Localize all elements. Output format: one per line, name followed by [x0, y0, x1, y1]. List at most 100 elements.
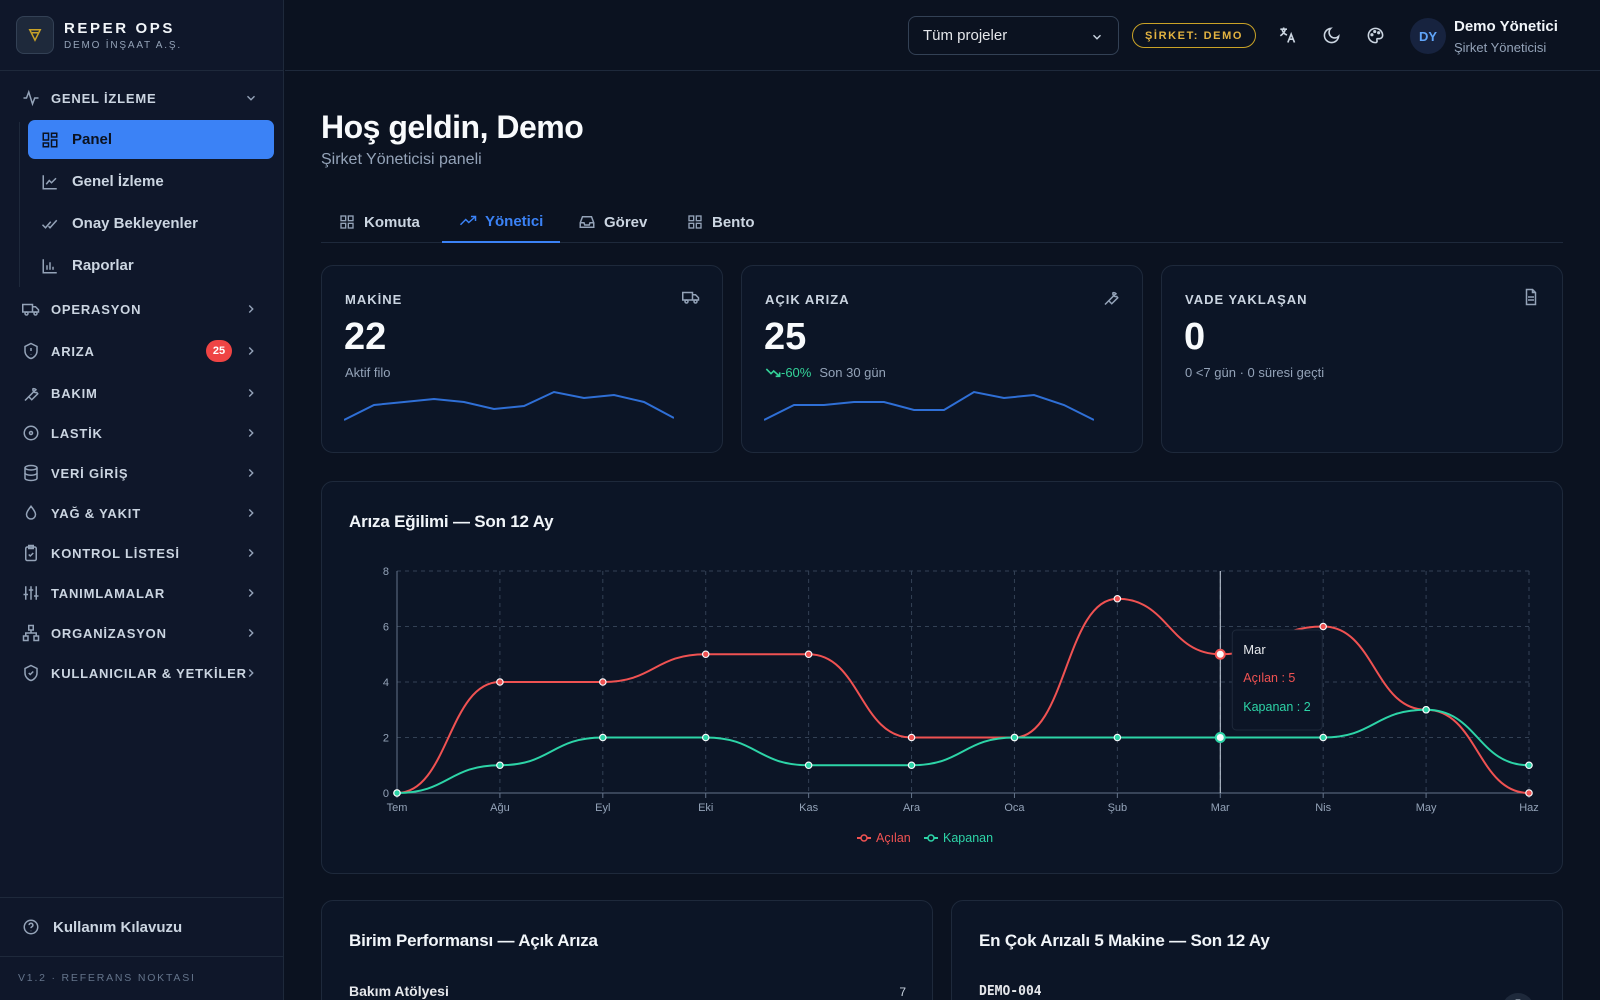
nav-group-label: KULLANICILAR & YETKİLER: [51, 665, 247, 681]
grid-icon: [338, 213, 356, 231]
truck-icon: [682, 288, 702, 308]
tooltip-line: Açılan : 5: [1243, 671, 1295, 685]
unit-performance-card: Birim Performansı — Açık Arıza Bakım Atö…: [321, 900, 933, 1000]
moon-icon[interactable]: [1320, 24, 1342, 46]
avatar[interactable]: DY: [1410, 18, 1446, 54]
kpi-subtext-label: Aktif filo: [345, 365, 391, 380]
fault-trend-chart[interactable]: 0 2 4 6 8 Tem Ağu Eyl Eki Kas Ara Oca Şub Mar Nis May Ha…: [322, 482, 1562, 873]
page-subtitle: Şirket Yöneticisi paneli: [321, 151, 482, 168]
kpi-card-makine[interactable]: MAKİNE 22 Aktif filo: [321, 265, 723, 453]
chevron-right-icon: [244, 386, 258, 400]
chart-tooltip: [1231, 629, 1323, 731]
nav-group-veri-giris[interactable]: VERİ GİRİŞ: [0, 456, 284, 490]
kpi-subtext-label: 0 <7 gün · 0 süresi geçti: [1185, 365, 1325, 380]
ariza-count-badge: 25: [206, 340, 232, 362]
machine-row-label[interactable]: DEMO-004: [979, 984, 1042, 999]
sidebar-item-label: Genel İzleme: [72, 173, 164, 190]
wrench-icon: [22, 384, 40, 402]
brand-subtitle: DEMO İNŞAAT A.Ş.: [64, 39, 182, 51]
tab-bento[interactable]: Bento: [669, 201, 772, 243]
tab-gorev[interactable]: Görev: [561, 201, 664, 243]
data-point: [701, 650, 710, 659]
kpi-card-acik-ariza[interactable]: AÇIK ARIZA 25 -60% Son 30 gün: [741, 265, 1143, 453]
nav-group-bakim[interactable]: BAKIM: [0, 376, 284, 410]
nav-group-ariza[interactable]: ARIZA 25: [0, 334, 284, 368]
tab-yonetici[interactable]: Yönetici: [442, 201, 561, 243]
sparkline-makine: [344, 390, 674, 421]
kpi-label: VADE YAKLAŞAN: [1185, 292, 1308, 307]
submenu-guide-line: [19, 122, 20, 287]
kpi-card-vade-yaklasan[interactable]: VADE YAKLAŞAN 0 0 <7 gün · 0 süresi geçt…: [1161, 265, 1563, 453]
nav-group-label: TANIMLAMALAR: [51, 585, 166, 601]
droplet-icon: [22, 504, 40, 522]
palette-icon[interactable]: [1364, 24, 1386, 46]
tab-komuta[interactable]: Komuta: [321, 201, 437, 243]
nav-group-lastik[interactable]: LASTİK: [0, 416, 284, 450]
kpi-subtext: Aktif filo: [345, 365, 391, 380]
user-role: Şirket Yöneticisi: [1454, 40, 1547, 55]
org-chart-icon: [22, 624, 40, 642]
x-tick-label: May: [1416, 802, 1437, 814]
data-point: [1319, 733, 1327, 742]
nav-group-kontrol-listesi[interactable]: KONTROL LİSTESİ: [0, 536, 284, 570]
nav-group-tanimlamalar[interactable]: TANIMLAMALAR: [0, 576, 284, 610]
nav-group-label: LASTİK: [51, 425, 103, 441]
nav-group-genel-izleme[interactable]: GENEL İZLEME: [0, 81, 284, 115]
chevron-right-icon: [244, 344, 258, 358]
user-guide-label: Kullanım Kılavuzu: [53, 918, 183, 936]
series-line-Açılan: [396, 597, 1530, 794]
activity-icon: [22, 89, 40, 107]
nav-group-kullanicilar-yetkiler[interactable]: KULLANICILAR & YETKİLER: [0, 656, 284, 690]
machine-row-count: 5: [1502, 993, 1534, 1000]
user-guide-link[interactable]: Kullanım Kılavuzu: [0, 897, 284, 957]
tooltip-title: Mar: [1243, 642, 1266, 657]
data-point: [1113, 594, 1122, 603]
data-point: [701, 733, 710, 742]
trending-up-icon: [459, 212, 477, 230]
brand-logo: [16, 16, 54, 54]
unit-row-value: 7: [899, 985, 906, 999]
topbar: Tüm projeler ŞİRKET: DEMO DY Demo Yöneti…: [285, 0, 1600, 71]
kpi-subtext-label: Son 30 gün: [819, 365, 886, 380]
sidebar-item-genel-izleme[interactable]: Genel İzleme: [28, 162, 274, 201]
sidebar-item-raporlar[interactable]: Raporlar: [28, 246, 274, 285]
translate-icon[interactable]: [1276, 24, 1298, 46]
data-point: [1010, 733, 1019, 742]
nav-group-label: ARIZA: [51, 343, 95, 359]
sidebar-item-label: Onay Bekleyenler: [72, 215, 198, 232]
legend-label: Kapanan: [943, 831, 993, 845]
clipboard-check-icon: [22, 544, 40, 562]
chevron-down-icon: [244, 91, 258, 105]
sidebar-item-onay-bekleyenler[interactable]: Onay Bekleyenler: [28, 204, 274, 243]
x-tick-label: Haz: [1519, 802, 1539, 814]
bar-chart-icon: [41, 257, 59, 275]
shield-check-icon: [22, 664, 40, 682]
nav-group-yag-yakit[interactable]: YAĞ & YAKIT: [0, 496, 284, 530]
x-tick-label: Mar: [1211, 802, 1230, 814]
brand[interactable]: REPER OPS DEMO İNŞAAT A.Ş.: [0, 0, 283, 71]
help-circle-icon: [22, 918, 40, 936]
chevron-right-icon: [244, 546, 258, 560]
data-point: [496, 761, 504, 770]
user-name: Demo Yönetici: [1454, 18, 1558, 35]
x-tick-label: Nis: [1315, 802, 1331, 814]
kpi-label: MAKİNE: [345, 292, 403, 307]
x-tick-label: Eyl: [595, 802, 610, 814]
nav-group-organizasyon[interactable]: ORGANİZASYON: [0, 616, 284, 650]
nav-group-operasyon[interactable]: OPERASYON: [0, 292, 284, 326]
tab-label: Komuta: [364, 213, 420, 231]
x-tick-label: Eki: [698, 802, 713, 814]
nav-group-label: ORGANİZASYON: [51, 625, 167, 641]
shield-alert-icon: [22, 342, 40, 360]
wrench-icon: [1102, 288, 1122, 308]
sidebar-item-panel[interactable]: Panel: [28, 120, 274, 159]
double-check-icon: [41, 215, 59, 233]
unit-row-label: Bakım Atölyesi: [349, 983, 449, 999]
data-point: [1214, 732, 1226, 743]
legend-marker: [860, 834, 868, 842]
project-select[interactable]: Tüm projeler: [908, 16, 1119, 55]
chevron-right-icon: [244, 426, 258, 440]
brand-title: REPER OPS: [64, 19, 175, 37]
fault-trend-chart-card: Arıza Eğilimi — Son 12 Ay 0 2 4 6 8 Tem Ağu Eyl…: [321, 481, 1563, 874]
x-tick-label: Ağu: [490, 802, 510, 814]
